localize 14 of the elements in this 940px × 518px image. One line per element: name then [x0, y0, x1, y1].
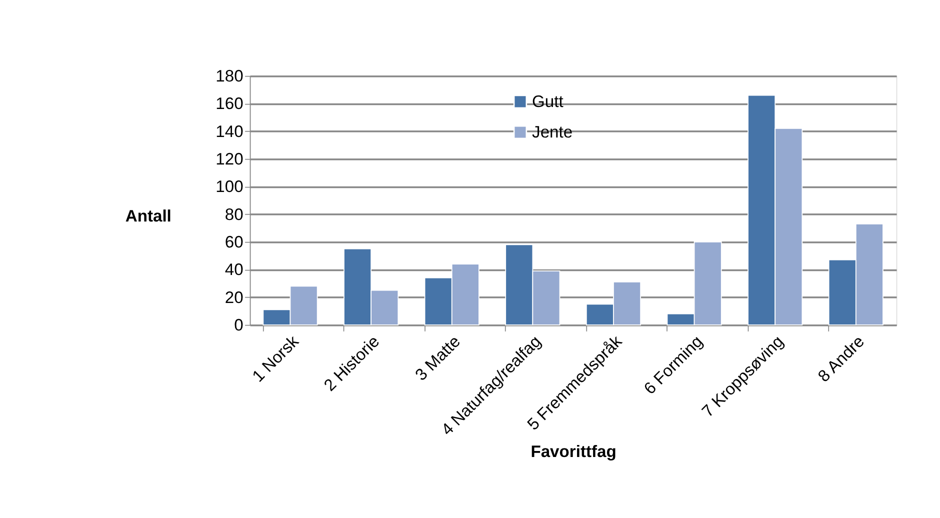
y-tick-label: 60	[224, 232, 244, 252]
y-tick-label: 120	[216, 150, 244, 169]
y-tick-label: 20	[224, 288, 244, 307]
x-axis-title: Favorittfag	[530, 442, 616, 462]
legend-label: Jente	[532, 122, 573, 142]
y-tick-label: 40	[224, 260, 244, 280]
y-tick-label: 140	[216, 122, 244, 141]
y-tick-label: 100	[216, 177, 244, 196]
y-tick-label: 0	[234, 316, 244, 335]
y-tick-label: 180	[216, 66, 244, 86]
legend-label: Gutt	[532, 92, 564, 111]
y-tick-label: 80	[224, 204, 244, 224]
y-tick-label: 160	[216, 94, 244, 114]
y-axis-title: Antall	[125, 206, 172, 226]
